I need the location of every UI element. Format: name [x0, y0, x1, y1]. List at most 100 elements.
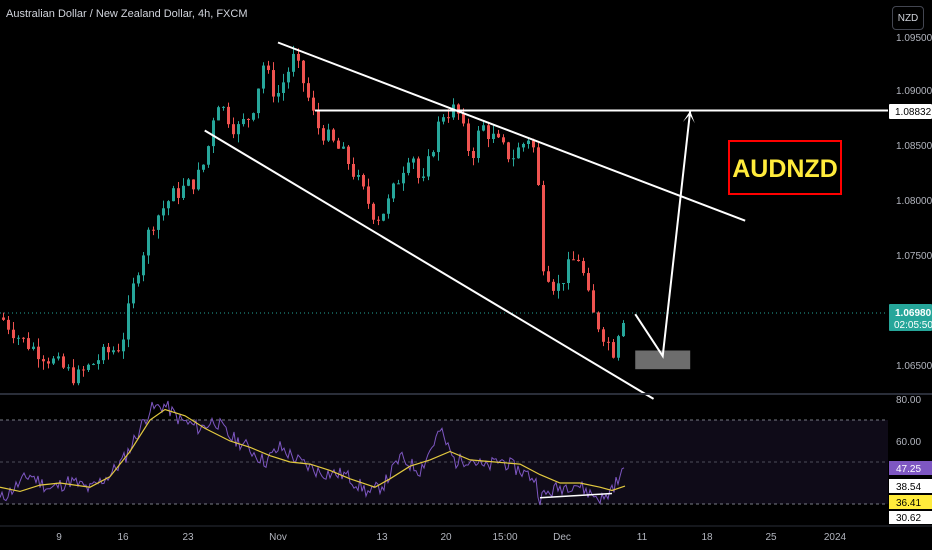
candle-body — [337, 140, 340, 149]
candle — [72, 359, 75, 386]
candle-body — [192, 179, 195, 190]
time-label-11: 11 — [637, 532, 648, 543]
candle — [512, 149, 515, 167]
candle-body — [352, 163, 355, 177]
candle-body — [67, 367, 70, 369]
candle-body — [322, 128, 325, 141]
candle — [162, 200, 165, 221]
rsi-divergence-line[interactable] — [539, 492, 613, 499]
candle-body — [612, 342, 615, 358]
candle-body — [512, 158, 515, 160]
candle — [247, 118, 250, 128]
rsi-pane[interactable] — [0, 400, 888, 506]
candle-body — [557, 283, 560, 291]
candle — [332, 128, 335, 143]
candle — [502, 134, 505, 145]
candle-body — [582, 261, 585, 274]
time-label-nov: Nov — [269, 532, 287, 543]
annotation-label: AUDNZD — [732, 155, 838, 183]
projection-path[interactable] — [634, 110, 692, 359]
rsi-value-4-label: 30.62 — [896, 513, 921, 524]
candle — [622, 320, 625, 338]
candle — [467, 118, 470, 156]
candle — [182, 178, 185, 200]
rsi-value-label: 47.25 — [896, 464, 921, 475]
candle — [487, 121, 490, 148]
candle-body — [507, 142, 510, 160]
candle-body — [27, 338, 30, 349]
candle-body — [307, 83, 310, 98]
candle-body — [57, 356, 60, 359]
candle — [322, 124, 325, 145]
candle-body — [427, 156, 430, 177]
candle-body — [377, 219, 380, 221]
rsi-ma-line — [0, 408, 626, 493]
candle-body — [132, 283, 135, 304]
candle-body — [207, 146, 210, 165]
level-price-label-bg — [889, 104, 932, 119]
price-tick-3: 1.08500 — [896, 141, 932, 152]
price-tick-4: 1.08000 — [896, 196, 932, 207]
candle — [607, 337, 610, 351]
candle — [47, 357, 50, 369]
price-tick-2: 1.09000 — [896, 86, 932, 97]
rsi-scale[interactable]: 80.00 60.00 47.25 38.54 36.41 30.62 — [889, 395, 932, 524]
candle — [262, 62, 265, 94]
candle — [137, 272, 140, 287]
candle-body — [12, 329, 15, 339]
candle — [52, 356, 55, 366]
candle — [572, 251, 575, 261]
price-pane[interactable]: AUDNZD — [0, 41, 888, 400]
candle — [107, 343, 110, 360]
candle-body — [402, 172, 405, 184]
upper-channel-line[interactable] — [277, 41, 746, 222]
candle — [37, 338, 40, 368]
candle — [22, 337, 25, 343]
candle-body — [187, 179, 190, 186]
rsi-tick-60: 60.00 — [896, 437, 921, 448]
time-axis[interactable]: 9 16 23 Nov 13 20 15:00 Dec 11 18 25 202… — [56, 532, 846, 543]
candle — [617, 334, 620, 361]
price-scale[interactable]: 1.09500 1.09000 1.08500 1.08000 1.07500 … — [889, 33, 932, 372]
candle-body — [357, 175, 360, 177]
candle — [387, 194, 390, 219]
candle — [112, 346, 115, 355]
candle-body — [602, 329, 605, 342]
candle — [362, 173, 365, 190]
candle — [77, 365, 80, 386]
candle-body — [442, 117, 445, 122]
candle — [227, 102, 230, 128]
candle-body — [162, 208, 165, 216]
time-label-20: 20 — [440, 532, 452, 543]
candle — [397, 179, 400, 185]
candle-body — [152, 229, 155, 231]
time-label-9: 9 — [56, 532, 62, 543]
candle — [557, 274, 560, 299]
lower-channel-line[interactable] — [204, 129, 655, 400]
candle — [472, 147, 475, 166]
time-label-25: 25 — [765, 532, 777, 543]
candle-body — [462, 113, 465, 124]
candle-body — [217, 107, 220, 121]
candle — [167, 200, 170, 216]
candle-body — [237, 124, 240, 135]
candle — [367, 178, 370, 209]
projection-arrowhead — [682, 110, 695, 124]
candle — [172, 185, 175, 202]
currency-button[interactable]: NZD — [892, 6, 924, 30]
candle-body — [32, 346, 35, 349]
candle-body — [312, 97, 315, 111]
candle — [317, 102, 320, 135]
price-tick-1: 1.09500 — [896, 33, 932, 44]
time-label-23: 23 — [182, 532, 194, 543]
candle-body — [412, 158, 415, 163]
candle — [157, 214, 160, 239]
candle-body — [107, 346, 110, 353]
candle-body — [327, 129, 330, 141]
candle — [82, 365, 85, 377]
candle-body — [97, 360, 100, 364]
candle-body — [392, 183, 395, 199]
symbol-annotation[interactable]: AUDNZD — [728, 140, 842, 195]
candle-body — [292, 53, 295, 72]
